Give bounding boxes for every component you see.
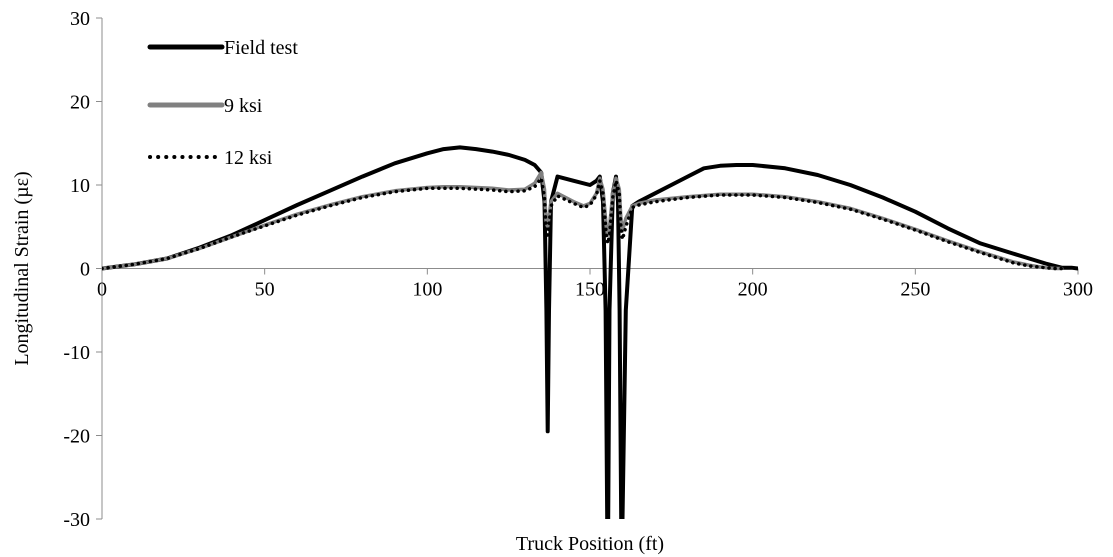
legend-label: 9 ksi — [224, 95, 263, 117]
x-tick-label: 100 — [412, 279, 442, 301]
y-tick-label: 0 — [80, 259, 90, 281]
series-line-field-test — [102, 145, 1078, 519]
legend-label: Field test — [224, 37, 298, 59]
x-tick-label: 0 — [97, 279, 107, 301]
series-line-12-ksi — [102, 176, 1064, 271]
y-tick-label: 30 — [70, 8, 90, 30]
tick-marks — [96, 17, 1079, 520]
x-tick-label: 50 — [255, 279, 275, 301]
y-tick-labels: -30 -20 -10 0 10 20 30 — [63, 8, 90, 531]
x-tick-label: 250 — [900, 279, 930, 301]
series-line-9-ksi — [102, 170, 1064, 271]
y-tick-label: -30 — [63, 509, 90, 531]
y-tick-label: -10 — [63, 342, 90, 364]
series-layer — [102, 145, 1078, 519]
y-tick-label: 20 — [70, 92, 90, 114]
y-tick-label: 10 — [70, 175, 90, 197]
y-tick-label: -20 — [63, 426, 90, 448]
legend-label: 12 ksi — [224, 147, 273, 169]
y-axis-title: Longitudinal Strain (µε) — [11, 171, 33, 365]
legend: Field test 9 ksi 12 ksi — [147, 37, 298, 169]
x-tick-label: 200 — [738, 279, 768, 301]
x-tick-label: 150 — [575, 279, 605, 301]
x-tick-labels: 0 50 100 150 200 250 300 — [97, 279, 1093, 301]
x-tick-label: 300 — [1063, 279, 1093, 301]
x-axis-title: Truck Position (ft) — [516, 533, 664, 555]
